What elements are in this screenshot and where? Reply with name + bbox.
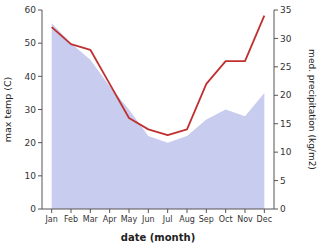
x-tick-label: Mar bbox=[83, 215, 99, 224]
x-tick-label: Apr bbox=[103, 215, 118, 224]
bottom-axis-line bbox=[42, 209, 274, 210]
y2-tick bbox=[274, 38, 278, 39]
y-tick-label: 30 bbox=[25, 105, 37, 115]
y2-tick bbox=[274, 66, 278, 67]
x-tick-label: Jul bbox=[162, 215, 173, 224]
y-tick bbox=[38, 109, 42, 110]
precipitation-line bbox=[52, 16, 265, 135]
x-tick-label: Oct bbox=[219, 215, 233, 224]
x-tick bbox=[225, 209, 226, 213]
axes: 0 10 20 30 40 50 60 0 5 10 15 20 25 30 35 Jan Feb Mar AprM… bbox=[25, 5, 292, 224]
x-tick bbox=[167, 209, 168, 213]
x-tick bbox=[264, 209, 265, 213]
y-tick-label: 20 bbox=[25, 138, 37, 148]
data-layer bbox=[52, 16, 265, 209]
x-axis-title: date (month) bbox=[121, 232, 195, 243]
y-tick bbox=[38, 76, 42, 77]
y2-tick-label: 25 bbox=[280, 62, 291, 72]
x-tick-label: Dec bbox=[257, 215, 272, 224]
y2-tick-label: 20 bbox=[280, 90, 292, 100]
x-tick-label: Feb bbox=[64, 215, 78, 224]
y2-tick-label: 0 bbox=[280, 204, 286, 214]
y-tick bbox=[38, 175, 42, 176]
x-tick bbox=[245, 209, 246, 213]
x-tick bbox=[206, 209, 207, 213]
y2-tick-label: 35 bbox=[280, 5, 291, 15]
x-tick bbox=[129, 209, 130, 213]
y2-tick-label: 30 bbox=[280, 34, 292, 44]
y2-axis-title: med. precipitation (kg/m2) bbox=[307, 49, 317, 170]
x-tick bbox=[51, 209, 52, 213]
y-axis-title: max temp (C) bbox=[2, 77, 13, 143]
y-tick-label: 50 bbox=[25, 38, 37, 48]
x-tick-label: Jan bbox=[44, 215, 57, 224]
x-tick bbox=[187, 209, 188, 213]
y-tick bbox=[38, 142, 42, 143]
y2-tick bbox=[274, 123, 278, 124]
y2-tick-label: 5 bbox=[280, 176, 286, 186]
x-tick-label: Jun bbox=[141, 215, 155, 224]
y-tick-label: 10 bbox=[25, 171, 37, 181]
x-tick bbox=[71, 209, 72, 213]
x-tick bbox=[109, 209, 110, 213]
y-tick-label: 0 bbox=[30, 204, 36, 214]
temperature-area bbox=[52, 23, 265, 209]
y2-tick bbox=[274, 209, 278, 210]
x-tick-label: May bbox=[121, 215, 138, 224]
y2-tick-label: 15 bbox=[280, 119, 291, 129]
y2-tick-label: 10 bbox=[280, 147, 292, 157]
y2-tick bbox=[274, 10, 278, 11]
y2-tick bbox=[274, 152, 278, 153]
y2-tick bbox=[274, 95, 278, 96]
y-tick bbox=[38, 10, 42, 11]
x-tick-label: Aug bbox=[179, 215, 195, 224]
right-axis-line bbox=[274, 10, 275, 209]
y2-tick bbox=[274, 180, 278, 181]
y-tick-label: 40 bbox=[25, 72, 37, 82]
y-tick bbox=[38, 209, 42, 210]
x-tick bbox=[90, 209, 91, 213]
x-tick bbox=[148, 209, 149, 213]
chart: 0 10 20 30 40 50 60 0 5 10 15 20 25 30 35 Jan Feb Mar AprM… bbox=[0, 0, 318, 247]
y-tick-label: 60 bbox=[25, 5, 37, 15]
y-tick bbox=[38, 43, 42, 44]
x-tick-label: Sep bbox=[199, 215, 214, 224]
x-tick-label: Nov bbox=[237, 215, 253, 224]
